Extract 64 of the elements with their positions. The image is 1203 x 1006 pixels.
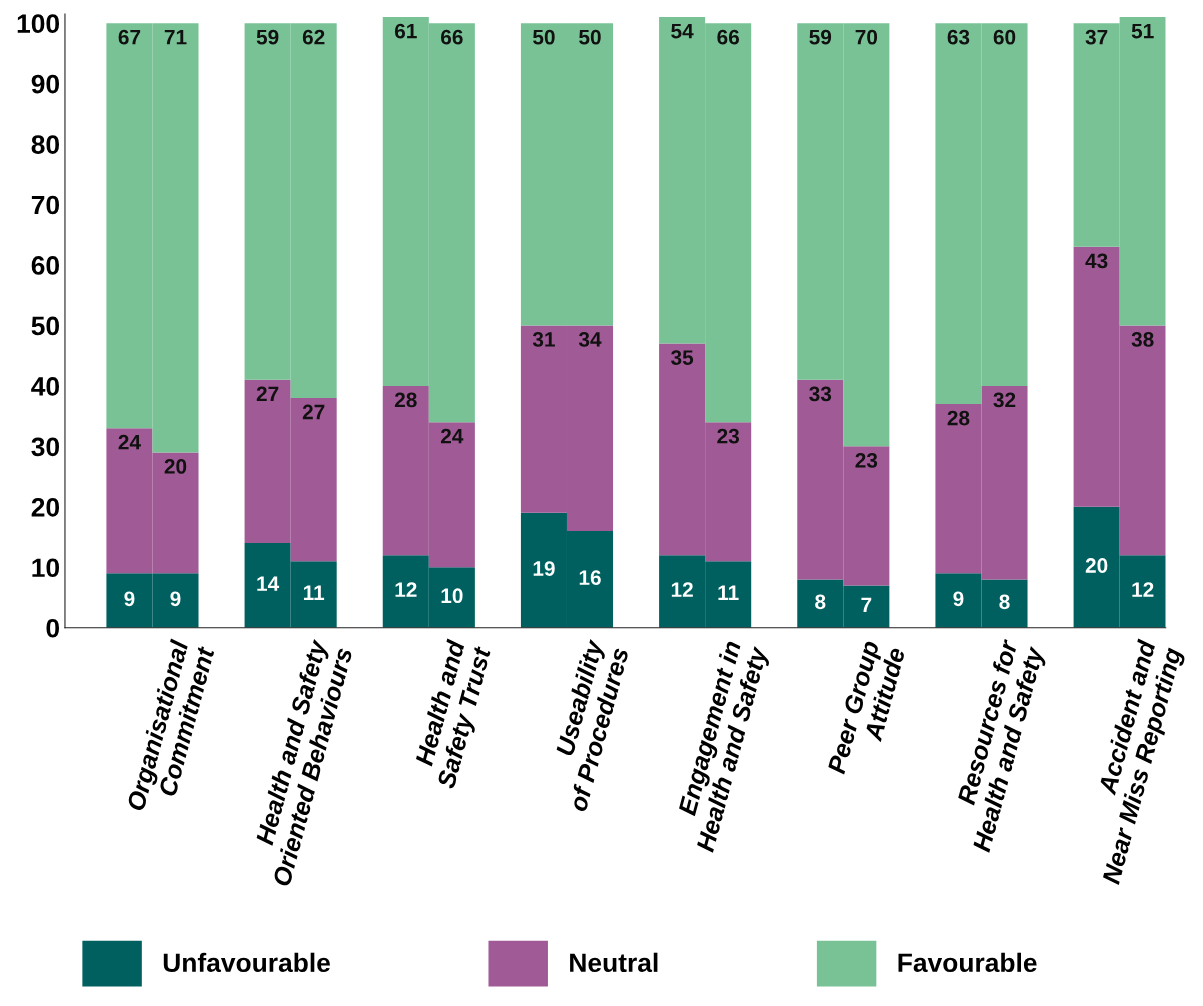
data-label: 12	[1132, 582, 1154, 597]
data-label: 24	[118, 434, 141, 450]
data-label: 27	[302, 404, 325, 420]
data-label: 61	[394, 23, 417, 39]
data-label: 9	[124, 591, 135, 607]
data-label: 8	[999, 594, 1010, 610]
data-label: 14	[257, 576, 280, 591]
data-label: 11	[718, 585, 739, 600]
data-label: 50	[579, 29, 601, 45]
data-label: 62	[302, 29, 325, 45]
data-label: 7	[861, 597, 872, 612]
y-tick-label: 70	[31, 195, 60, 215]
y-tick-label: 0	[46, 618, 60, 638]
data-label: 38	[1131, 332, 1154, 347]
y-tick-label: 40	[31, 377, 60, 396]
data-label: 32	[993, 392, 1016, 408]
data-label: 23	[717, 428, 740, 444]
data-label: 34	[578, 332, 602, 347]
y-tick-label: 100	[17, 14, 60, 33]
y-tick-label: 60	[31, 256, 60, 275]
x-tick-label: Health and Safety Trust	[414, 638, 496, 791]
legend-label: Neutral	[570, 952, 658, 973]
data-label: 27	[256, 386, 279, 402]
data-label: 11	[303, 585, 325, 600]
data-label: 71	[164, 29, 187, 45]
data-label: 51	[1131, 23, 1154, 39]
legend-label: Favourable	[898, 952, 1037, 973]
data-label: 24	[440, 428, 464, 444]
data-label: 66	[441, 29, 463, 45]
data-label: 28	[947, 410, 970, 426]
data-label: 54	[671, 23, 694, 39]
data-label: 28	[394, 392, 417, 408]
data-label: 37	[1085, 29, 1108, 45]
y-tick-label: 80	[31, 135, 60, 154]
x-tick-label: Peer Group Attitude	[827, 639, 906, 776]
data-label: 35	[671, 350, 694, 365]
data-label: 33	[809, 386, 832, 402]
y-tick-label: 30	[31, 437, 60, 457]
data-label: 50	[533, 29, 555, 45]
data-label: 60	[993, 29, 1016, 45]
data-label: 16	[579, 570, 601, 585]
y-tick-label: 50	[31, 316, 60, 336]
data-label: 8	[815, 594, 826, 610]
data-label: 70	[855, 29, 878, 45]
data-label: 66	[717, 29, 740, 45]
data-label: 59	[809, 29, 832, 45]
y-tick-label: 20	[31, 497, 60, 517]
data-label: 59	[256, 29, 279, 45]
data-label: 10	[441, 588, 463, 604]
y-tick-label: 10	[32, 558, 60, 578]
data-label: 12	[395, 582, 417, 597]
data-label: 9	[953, 591, 964, 607]
data-label: 31	[532, 332, 555, 347]
data-label: 20	[164, 459, 187, 474]
data-label: 12	[671, 582, 693, 597]
data-label: 43	[1085, 253, 1108, 269]
data-label: 20	[1085, 558, 1108, 573]
data-label: 23	[855, 452, 878, 468]
data-label: 19	[533, 561, 555, 576]
data-label: 63	[947, 29, 970, 45]
data-label: 9	[170, 591, 181, 607]
legend-label: Unfavourable	[163, 952, 330, 973]
y-tick-label: 90	[31, 74, 60, 94]
data-label: 67	[118, 29, 141, 45]
